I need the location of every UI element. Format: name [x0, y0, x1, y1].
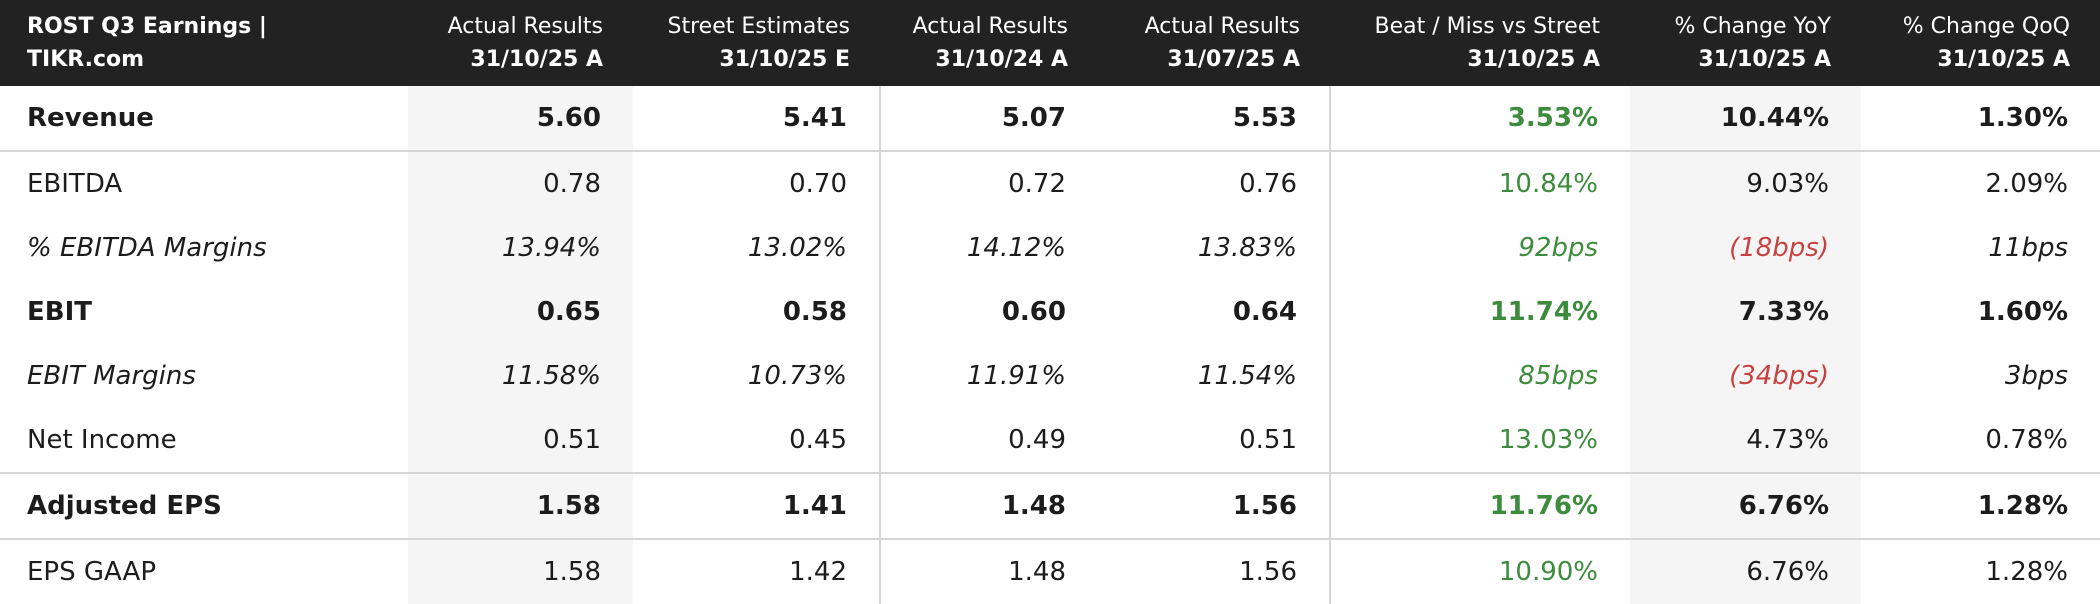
cell: 5.53 [1098, 86, 1331, 152]
cell: 6.76% [1630, 473, 1861, 540]
column-date: 31/10/25 E [719, 47, 850, 72]
row-label: Revenue [0, 86, 408, 152]
cell: 10.84% [1498, 169, 1598, 199]
cell: 2.09% [1985, 169, 2068, 199]
column-title: Actual Results [447, 14, 603, 39]
column-header: Actual Results 31/10/24 A [880, 0, 1098, 86]
cell: 13.94% [408, 216, 633, 280]
table-row: % EBITDA Margins 13.94% 13.02% 14.12% 13.83%… [0, 216, 2100, 280]
cell: 11.91% [966, 361, 1066, 391]
table-row: EBIT Margins 11.58% 10.73% 11.91% 11.54% 85bp… [0, 344, 2100, 408]
row-label: % EBITDA Margins [27, 233, 267, 263]
column-date: 31/10/25 A [1698, 47, 1831, 72]
cell: 11.76% [1330, 473, 1630, 540]
cell: 3bps [2004, 361, 2068, 391]
row-label: Adjusted EPS [0, 473, 408, 540]
cell: 0.60 [1001, 297, 1066, 327]
cell: 1.28% [1861, 473, 2100, 540]
column-date: 31/07/25 A [1167, 47, 1300, 72]
table-row: EPS GAAP 1.58 1.42 1.48 1.56 10.90% 6.76% 1.28% [0, 539, 2100, 604]
cell: 5.07 [880, 86, 1098, 152]
column-title: Actual Results [912, 14, 1068, 39]
table-row: EBIT 0.65 0.58 0.60 0.64 11.74% 7.33% 1.60% [0, 280, 2100, 344]
cell: 4.73% [1630, 408, 1861, 474]
cell: 13.02% [633, 216, 881, 280]
cell: 7.33% [1630, 280, 1861, 344]
cell: (18bps) [1630, 216, 1861, 280]
cell: 10.90% [1498, 557, 1598, 587]
column-title: Actual Results [1144, 14, 1300, 39]
row-label: EBIT [27, 297, 92, 327]
column-title: % Change QoQ [1902, 14, 2070, 39]
cell: (34bps) [1630, 344, 1861, 408]
cell: 0.65 [408, 280, 633, 344]
cell: 10.73% [633, 344, 881, 408]
cell: 1.60% [1977, 297, 2068, 327]
cell: 13.83% [1098, 216, 1331, 280]
cell: 0.76 [1098, 151, 1331, 216]
table-row: Revenue 5.60 5.41 5.07 5.53 3.53% 10.44% 1.30% [0, 86, 2100, 152]
cell: 10.44% [1630, 86, 1861, 152]
cell: 0.49 [880, 408, 1098, 474]
table-row: Net Income 0.51 0.45 0.49 0.51 13.03% 4.73% 0.7… [0, 408, 2100, 474]
cell: 5.60 [408, 86, 633, 152]
column-header: Actual Results 31/07/25 A [1098, 0, 1330, 86]
column-date: 31/10/25 A [1937, 47, 2070, 72]
cell: 0.70 [633, 151, 881, 216]
column-header: % Change QoQ 31/10/25 A [1861, 0, 2100, 86]
cell: 11.74% [1489, 297, 1598, 327]
cell: 1.56 [1098, 473, 1331, 540]
cell: 1.42 [633, 539, 881, 604]
header-row: ROST Q3 Earnings | TIKR.com Actual Resul… [0, 0, 2100, 86]
cell: 5.41 [633, 86, 881, 152]
column-title: % Change YoY [1674, 14, 1831, 39]
cell: 0.45 [633, 408, 881, 474]
cell: 1.30% [1861, 86, 2100, 152]
column-header: Beat / Miss vs Street 31/10/25 A [1330, 0, 1630, 86]
row-label: EBIT Margins [27, 361, 196, 391]
column-header: Actual Results 31/10/25 A [408, 0, 633, 86]
cell: 0.51 [408, 408, 633, 474]
cell: 9.03% [1630, 151, 1861, 216]
cell: 1.58 [408, 539, 633, 604]
cell: 1.56 [1098, 539, 1331, 604]
column-header: Street Estimates 31/10/25 E [633, 0, 880, 86]
cell: 0.78% [1861, 408, 2100, 474]
cell: 11bps [1988, 233, 2068, 263]
row-label: EBITDA [27, 169, 123, 199]
cell: 85bps [1518, 361, 1598, 391]
column-title: Street Estimates [667, 14, 850, 39]
column-title: Beat / Miss vs Street [1374, 14, 1600, 39]
column-date: 31/10/25 A [470, 47, 603, 72]
cell: 14.12% [966, 233, 1066, 263]
cell: 1.48 [880, 473, 1098, 540]
table-title: ROST Q3 Earnings | TIKR.com [0, 0, 408, 86]
cell: 0.51 [1098, 408, 1331, 474]
table-row: EBITDA 0.78 0.70 0.72 0.76 10.84% 9.03% 2.09% [0, 151, 2100, 216]
cell: 0.64 [1098, 280, 1331, 344]
cell: 0.58 [633, 280, 881, 344]
cell: 11.58% [408, 344, 633, 408]
cell: 6.76% [1630, 539, 1861, 604]
cell: 1.48 [1008, 557, 1066, 587]
cell: 1.41 [633, 473, 881, 540]
cell: 92bps [1518, 233, 1598, 263]
cell: 0.72 [1008, 169, 1066, 199]
column-date: 31/10/24 A [935, 47, 1068, 72]
cell: 0.78 [408, 151, 633, 216]
cell: 1.28% [1985, 557, 2068, 587]
cell: 1.58 [408, 473, 633, 540]
column-date: 31/10/25 A [1467, 47, 1600, 72]
row-label: Net Income [0, 408, 408, 474]
table-row: Adjusted EPS 1.58 1.41 1.48 1.56 11.76% 6.76% 1… [0, 473, 2100, 540]
cell: 11.54% [1098, 344, 1331, 408]
column-header: % Change YoY 31/10/25 A [1630, 0, 1861, 86]
row-label: EPS GAAP [27, 557, 156, 587]
cell: 13.03% [1330, 408, 1630, 474]
cell: 3.53% [1330, 86, 1630, 152]
